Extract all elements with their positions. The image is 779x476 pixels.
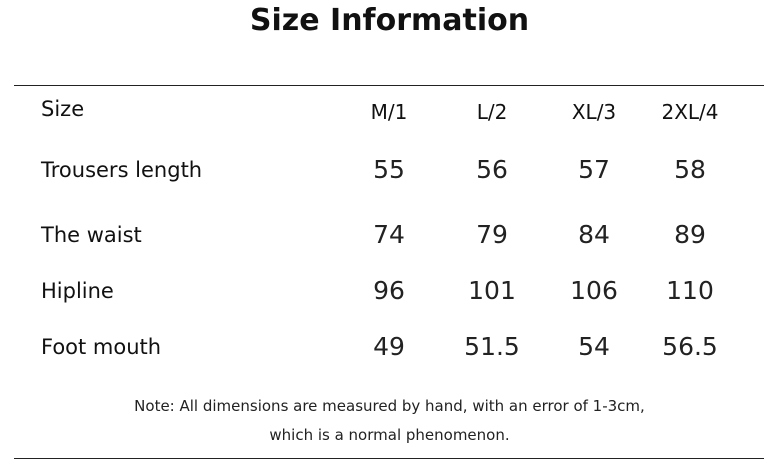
- column-header: XL/3: [571, 100, 617, 124]
- cell: 49: [373, 332, 405, 361]
- row-label: Foot mouth: [41, 335, 162, 359]
- cell: 101: [468, 276, 516, 305]
- bottom-rule: [14, 458, 764, 459]
- cell: 54: [578, 332, 610, 361]
- row-label: Trousers length: [41, 158, 203, 182]
- row-label: Hipline: [41, 279, 114, 303]
- cell: 96: [373, 276, 405, 305]
- cell: 79: [476, 220, 508, 249]
- cell: 74: [373, 220, 405, 249]
- cell: 56.5: [662, 332, 718, 361]
- column-header: L/2: [476, 100, 508, 124]
- note-line: which is a normal phenomenon.: [269, 426, 510, 444]
- column-header: 2XL/4: [661, 100, 719, 124]
- column-header: Size: [41, 97, 85, 121]
- title: Size Information: [249, 3, 530, 38]
- row-label: The waist: [41, 223, 142, 247]
- cell: 110: [666, 276, 714, 305]
- cell: 106: [570, 276, 618, 305]
- top-rule: [14, 85, 764, 86]
- column-header: M/1: [370, 100, 408, 124]
- cell: 56: [476, 155, 508, 184]
- cell: 58: [674, 155, 706, 184]
- cell: 57: [578, 155, 610, 184]
- cell: 55: [373, 155, 405, 184]
- cell: 51.5: [464, 332, 520, 361]
- cell: 84: [578, 220, 610, 249]
- note-line: Note: All dimensions are measured by han…: [134, 397, 645, 415]
- cell: 89: [674, 220, 706, 249]
